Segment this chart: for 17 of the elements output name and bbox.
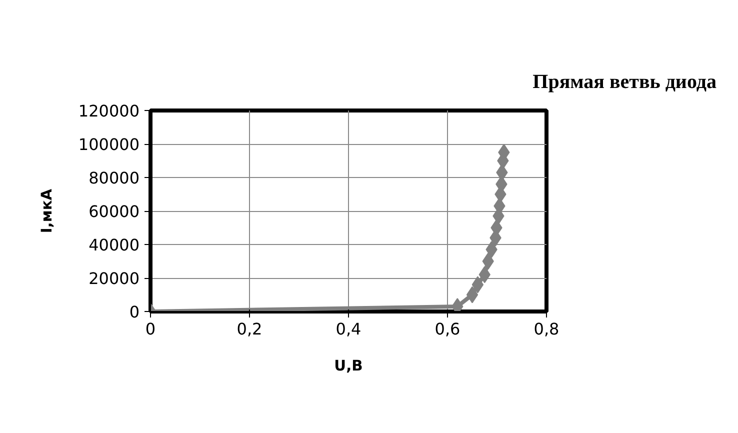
point xyxy=(466,286,478,304)
x-tick-label: 0,4 xyxy=(336,320,362,338)
y-tick-label: 120000 xyxy=(78,102,140,120)
x-tick-label: 0,2 xyxy=(236,320,262,338)
y-tick-label: 0 xyxy=(129,302,140,322)
text: Прямая ветвь диода xyxy=(532,71,717,93)
y-tick-label: 100000 xyxy=(78,135,140,154)
x-axis-title: U,В xyxy=(334,358,363,374)
y-tick-label: 40000 xyxy=(88,236,140,254)
point xyxy=(472,276,484,294)
x-tick-label: 0 xyxy=(145,320,156,338)
y-tick-label: 80000 xyxy=(88,168,140,188)
y-tick-label: 60000 xyxy=(88,202,140,221)
x-tick-label: 0,8 xyxy=(534,320,560,338)
x-tick-label: 0,6 xyxy=(434,320,460,338)
y-axis-title: I,мкА xyxy=(38,188,56,234)
y-tick-label: 20000 xyxy=(88,269,140,288)
